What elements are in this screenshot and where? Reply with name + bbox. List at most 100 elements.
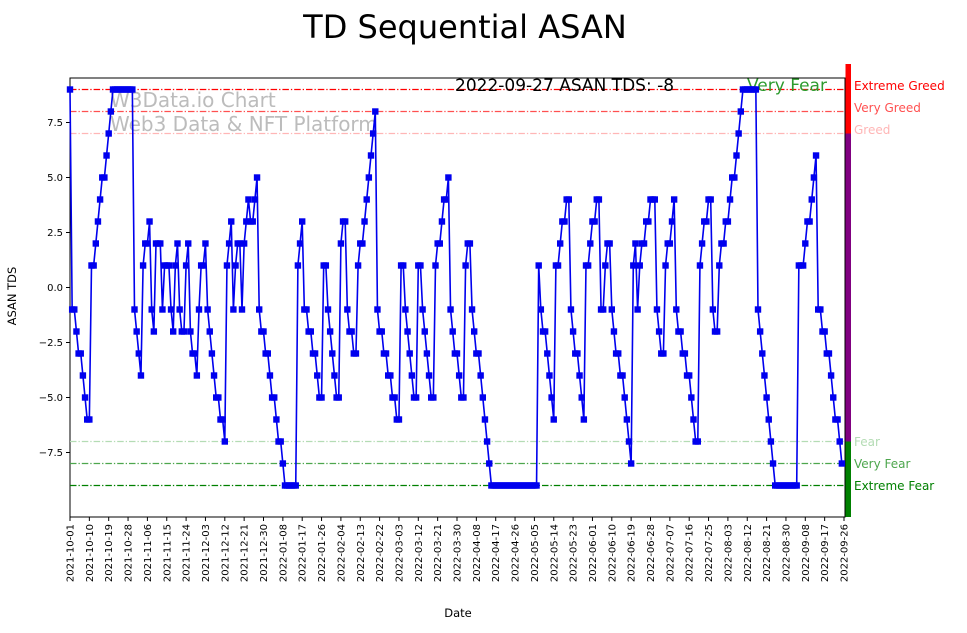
data-point (733, 152, 740, 159)
data-point (630, 262, 637, 269)
data-point (240, 240, 248, 247)
data-point (662, 262, 669, 269)
data-point (632, 240, 639, 247)
x-tick-label: 2021-10-01 (66, 524, 77, 582)
data-point (584, 262, 592, 269)
data-point (574, 350, 581, 357)
data-point (77, 350, 84, 357)
data-point (447, 306, 454, 313)
x-tick-label: 2022-01-26 (317, 524, 328, 582)
data-point (382, 350, 390, 357)
data-point (228, 218, 235, 225)
data-point (703, 218, 710, 225)
data-point (690, 416, 697, 423)
data-point (395, 416, 403, 423)
data-point (812, 152, 820, 159)
data-point (210, 372, 218, 379)
data-point (550, 416, 557, 423)
data-point (144, 240, 151, 247)
x-tick-label: 2022-09-08 (801, 524, 812, 582)
data-point (808, 196, 815, 203)
data-point (303, 306, 310, 313)
tds-series-line (66, 86, 846, 489)
data-point (260, 328, 267, 335)
data-point (546, 372, 553, 379)
data-point (200, 262, 207, 269)
data-point (365, 174, 373, 181)
data-point (653, 306, 661, 313)
data-point (830, 394, 837, 401)
data-point (404, 328, 411, 335)
data-point (342, 218, 349, 225)
data-point (481, 416, 489, 423)
data-point (761, 372, 768, 379)
x-tick-label: 2022-08-21 (762, 524, 773, 582)
data-point (219, 416, 226, 423)
x-tick-label: 2022-03-03 (394, 524, 405, 582)
x-tick-label: 2021-12-21 (240, 524, 251, 582)
data-point (337, 240, 345, 247)
data-point (359, 240, 366, 247)
data-point (668, 218, 676, 225)
x-tick-label: 2022-02-22 (375, 524, 386, 582)
data-point (483, 438, 491, 445)
data-point (425, 372, 433, 379)
data-point (707, 196, 714, 203)
data-point (810, 174, 818, 181)
data-point (273, 416, 280, 423)
data-point (236, 240, 244, 247)
data-point (806, 218, 813, 225)
data-point (185, 240, 192, 247)
data-point (170, 328, 177, 335)
data-point (580, 416, 588, 423)
x-tick-label: 2022-08-03 (723, 524, 734, 582)
data-point (557, 240, 564, 247)
x-tick-label: 2021-11-06 (143, 524, 154, 582)
data-point (245, 196, 252, 203)
data-point (713, 328, 721, 335)
x-tick-label: 2022-05-23 (569, 524, 580, 582)
data-point (204, 306, 211, 313)
data-point (608, 306, 615, 313)
data-point (677, 328, 684, 335)
data-point (625, 438, 633, 445)
zone-label-very-greed: Very Greed (854, 101, 921, 115)
data-point (731, 174, 738, 181)
y-tick-label: 0.0 (47, 283, 63, 294)
annotation-value: 2022-09-27 ASAN TDS: -8 (455, 76, 674, 96)
data-point (348, 328, 355, 335)
y-tick-label: −5.0 (39, 393, 63, 404)
data-point (821, 328, 828, 335)
data-point (838, 460, 846, 467)
data-point (271, 394, 278, 401)
data-point (651, 196, 658, 203)
x-tick-label: 2021-11-15 (162, 524, 173, 582)
data-point (606, 240, 613, 247)
data-point (660, 350, 667, 357)
data-point (148, 306, 155, 313)
data-point (187, 328, 194, 335)
data-point (460, 394, 467, 401)
x-tick-label: 2021-12-30 (259, 524, 270, 582)
zone-label-very-fear: Very Fear (854, 457, 910, 471)
x-tick-label: 2022-07-16 (685, 524, 696, 582)
data-point (335, 394, 342, 401)
data-point (66, 86, 74, 93)
data-point (479, 394, 486, 401)
x-axis-label: Date (444, 606, 472, 620)
data-point (387, 372, 394, 379)
data-point (277, 438, 284, 445)
data-point (569, 328, 577, 335)
data-point (544, 350, 551, 357)
data-point (827, 372, 835, 379)
data-point (202, 240, 209, 247)
sentiment-labels: Extreme Greed Very Greed Greed Fear Very Fea… (854, 79, 945, 493)
data-point (256, 306, 263, 313)
data-point (180, 328, 188, 335)
data-point (793, 482, 800, 489)
data-point (129, 86, 136, 93)
data-point (372, 108, 379, 115)
data-point (331, 372, 338, 379)
x-tick-label: 2022-06-01 (588, 524, 599, 582)
